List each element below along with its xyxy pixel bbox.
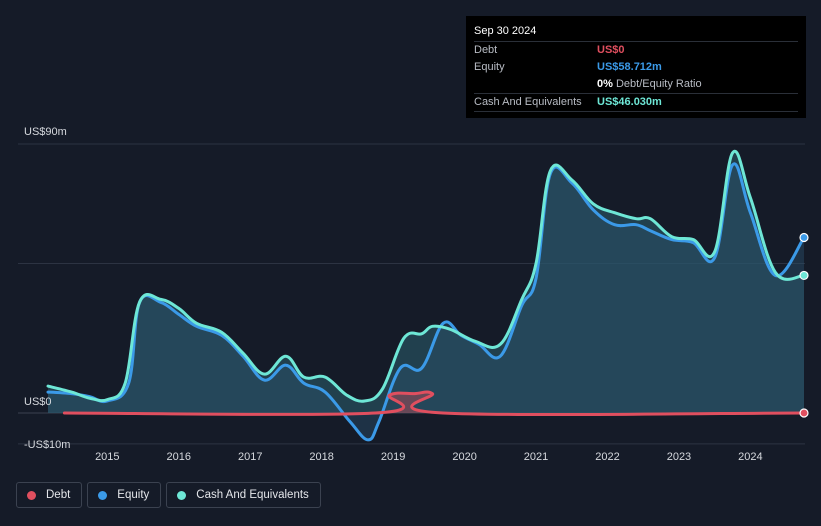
tooltip-row-ratio: 0% Debt/Equity Ratio	[474, 76, 798, 93]
end-markers[interactable]	[799, 232, 809, 418]
equity-dot-icon	[98, 490, 108, 500]
x-tick-label: 2018	[309, 451, 333, 463]
cash-dot-icon	[177, 490, 187, 500]
x-tick-label: 2021	[524, 451, 548, 463]
tooltip-date: Sep 30 2024	[474, 25, 537, 37]
x-tick-label: 2019	[381, 451, 405, 463]
tooltip-value-equity: US$58.712m	[597, 61, 662, 73]
tooltip-row-cash: Cash And Equivalents US$46.030m	[474, 93, 798, 112]
equity-end-marker[interactable]	[799, 232, 809, 243]
cash-and-equivalents-line	[46, 149, 806, 403]
y-axis-labels: US$90m US$0 -US$10m	[24, 126, 70, 451]
tooltip: Sep 30 2024 Debt US$0 Equity US$58.712m …	[466, 16, 806, 118]
legend-item-equity[interactable]: Equity	[87, 482, 162, 508]
x-tick-label: 2017	[238, 451, 262, 463]
tooltip-row-debt: Debt US$0	[474, 41, 798, 59]
tooltip-label	[474, 76, 597, 93]
tooltip-value-cash: US$46.030m	[597, 96, 662, 108]
x-tick-label: 2024	[738, 451, 762, 463]
tooltip-label: Debt	[474, 44, 498, 56]
equity-line	[46, 162, 806, 442]
x-tick-label: 2020	[452, 451, 476, 463]
equity-area	[48, 163, 804, 440]
x-tick-label: 2015	[95, 451, 119, 463]
legend-item-cash[interactable]: Cash And Equivalents	[166, 482, 321, 508]
tooltip-value-ratio: 0%	[597, 78, 613, 90]
legend-label-cash: Cash And Equivalents	[196, 489, 309, 501]
x-tick-label: 2016	[167, 451, 191, 463]
x-axis-labels: 2015 2016 2017 2018 2019 2020 2021 2022 2023 2024	[95, 451, 763, 463]
legend-label-equity: Equity	[117, 489, 150, 501]
debt-end-marker[interactable]	[799, 408, 809, 418]
cash-and-equivalents-end-marker[interactable]	[799, 270, 809, 281]
y-tick-label: US$90m	[24, 126, 67, 138]
tooltip-row-equity: Equity US$58.712m	[474, 59, 798, 76]
debt-line	[62, 390, 806, 417]
x-tick-label: 2022	[595, 451, 619, 463]
legend-label-debt: Debt	[46, 489, 71, 501]
tooltip-ratio: 0% Debt/Equity Ratio	[597, 76, 702, 93]
y-tick-label: -US$10m	[24, 439, 70, 451]
tooltip-label: Cash And Equivalents	[474, 96, 582, 108]
legend-item-debt[interactable]: Debt	[16, 482, 83, 508]
tooltip-value-debt: US$0	[597, 44, 625, 56]
series-lines	[46, 149, 806, 442]
tooltip-ratio-suffix: Debt/Equity Ratio	[615, 78, 702, 90]
x-tick-label: 2023	[667, 451, 691, 463]
tooltip-label: Equity	[474, 61, 505, 73]
y-tick-label: US$0	[24, 396, 52, 408]
debt-dot-icon	[27, 490, 36, 500]
legend: Debt Equity Cash And Equivalents	[16, 482, 321, 508]
